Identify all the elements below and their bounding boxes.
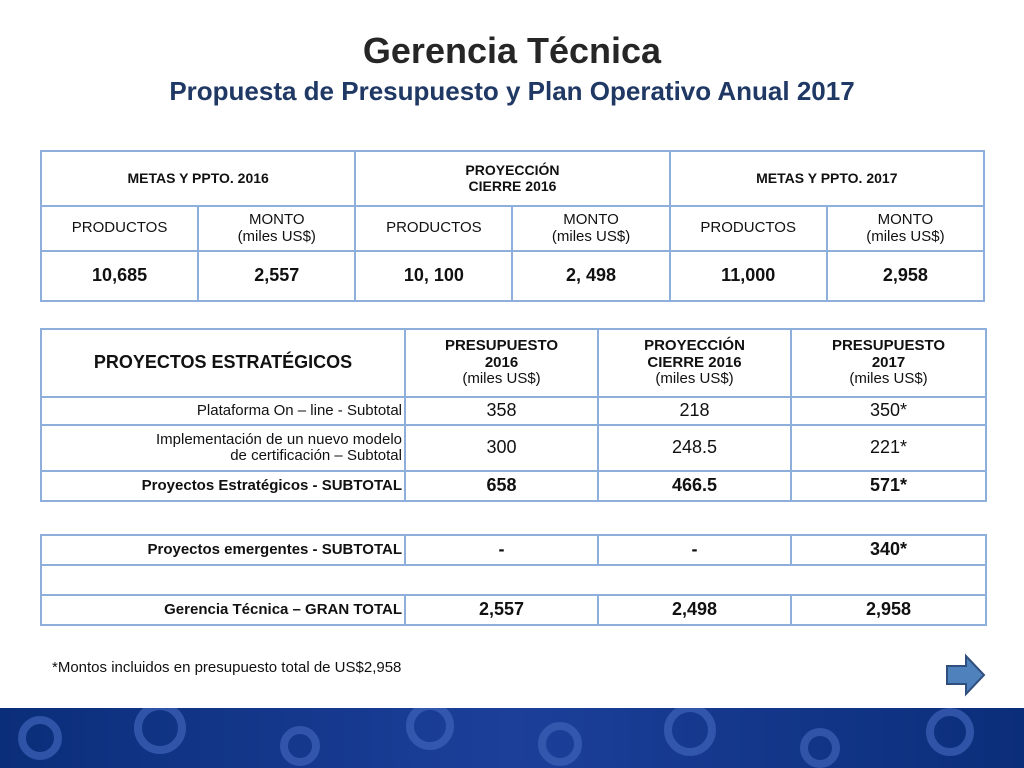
group-header: PROYECCIÓN CIERRE 2016 (354, 150, 671, 207)
cell-line: CIERRE 2016 (647, 353, 742, 371)
group-header: METAS Y PPTO. 2017 (668, 150, 986, 207)
subheader: PRODUCTOS (668, 205, 828, 252)
subheader: MONTO (miles US$) (825, 205, 986, 252)
cell-line: CIERRE 2016 (468, 177, 557, 194)
row-label: Proyectos Estratégicos - SUBTOTAL (40, 470, 406, 502)
value-cell: 2,958 (790, 594, 987, 626)
cell-line: 2017 (871, 353, 906, 371)
cell-line: 2016 (484, 353, 519, 371)
cell-line: (miles US$) (462, 370, 541, 388)
cell-line: Plataforma On – line - Subtotal (196, 401, 402, 419)
value-row: 10,685 2,557 10, 100 2, 498 11,000 2,958 (39, 250, 986, 302)
cell-line: PRESUPUESTO (444, 337, 559, 355)
title: Gerencia Técnica (362, 30, 662, 71)
cell-line: MONTO (877, 211, 934, 228)
footer-band (0, 708, 1024, 768)
data-row: Plataforma On – line - Subtotal 358 218 350… (40, 396, 987, 426)
footnote: *Montos incluidos en presupuesto total d… (52, 659, 402, 676)
arrow-shape[interactable] (946, 653, 986, 697)
value-cell: 466.5 (597, 470, 792, 502)
value-cell: 2,557 (197, 250, 357, 302)
table-2016-2017: METAS Y PPTO. 2016 PROYECCIÓN CIERRE 2016 M… (39, 150, 986, 302)
subtitle: Propuesta de Presupuesto y Plan Operativ… (169, 76, 855, 106)
data-row: Proyectos Estratégicos - SUBTOTAL 658 466.… (40, 470, 987, 502)
data-row: Implementación de un nuevo modelo de cert… (40, 424, 987, 472)
value-cell: 658 (404, 470, 599, 502)
cell-line: METAS Y PPTO. 2016 (127, 169, 269, 186)
header-row: PROYECTOS ESTRATÉGICOS PRESUPUESTO 2016 (mi… (40, 328, 987, 398)
row-label: Proyectos emergentes - SUBTOTAL (40, 534, 406, 566)
value-cell: 10,685 (39, 250, 200, 302)
subheader: PRODUCTOS (39, 205, 200, 252)
cell-line: PROYECCIÓN (465, 162, 560, 179)
value-cell: 2,557 (404, 594, 599, 626)
subheader: MONTO (miles US$) (511, 205, 671, 252)
next-arrow[interactable] (944, 653, 988, 697)
cell-line: (miles US$) (551, 227, 631, 245)
subheader-row: PRODUCTOS MONTO (miles US$) PRODUCTOS MONTO(… (39, 205, 986, 252)
cell-line: Implementación de un nuevo modelo (156, 430, 402, 448)
empty-cell (40, 564, 987, 596)
table-projects: PROYECTOS ESTRATÉGICOS PRESUPUESTO 2016 (mi… (40, 328, 987, 502)
value-cell: 11,000 (668, 250, 828, 302)
cell-line: PRODUCTOS (386, 219, 482, 237)
value-cell: 221* (790, 424, 987, 472)
subheader: PRODUCTOS (354, 205, 514, 252)
column-header: PRESUPUESTO 2017 (miles US$) (790, 328, 987, 398)
cell-line: (miles US$) (655, 370, 734, 388)
value-cell: 248.5 (597, 424, 792, 472)
value-cell: 2, 498 (511, 250, 671, 302)
row-label: Implementación de un nuevo modelo de cert… (40, 424, 406, 472)
value-cell: 340* (790, 534, 987, 566)
cell-line: (miles US$) (849, 370, 928, 388)
cell-line: MONTO (563, 211, 619, 228)
column-header: PRESUPUESTO 2016 (miles US$) (404, 328, 599, 398)
cell-line: METAS Y PPTO. 2017 (756, 169, 898, 186)
total-row: Gerencia Técnica – GRAN TOTAL 2,557 2,498 2… (40, 594, 987, 626)
value-cell: 2,958 (825, 250, 986, 302)
cell-line: (miles US$) (866, 227, 945, 245)
row-label: Gerencia Técnica – GRAN TOTAL (40, 594, 406, 626)
band (0, 708, 1024, 768)
cell-line: PRESUPUESTO (831, 337, 946, 355)
cell-line: PRODUCTOS (700, 219, 796, 237)
value-cell: 350* (790, 396, 987, 426)
subheader: MONTO (miles US$) (197, 205, 357, 252)
column-header: PROYECCIÓN CIERRE 2016 (miles US$) (597, 328, 792, 398)
cell-line: de certificación – Subtotal (230, 447, 402, 464)
value-cell: 10, 100 (354, 250, 514, 302)
value-cell: - (597, 534, 792, 566)
value-cell: 2,498 (597, 594, 792, 626)
table-title: PROYECTOS ESTRATÉGICOS (40, 328, 406, 398)
value-cell: 358 (404, 396, 599, 426)
value-cell: 218 (597, 396, 792, 426)
cell-line: (miles US$) (237, 227, 316, 245)
table-totals: Proyectos emergentes - SUBTOTAL - -340* Ger… (40, 534, 987, 626)
group-header: METAS Y PPTO. 2016 (39, 150, 357, 207)
value-cell: - (404, 534, 599, 566)
empty-row (40, 564, 987, 596)
total-row: Proyectos emergentes - SUBTOTAL - -340* (40, 534, 987, 566)
row-label: Plataforma On – line - Subtotal (40, 396, 406, 426)
header-row: METAS Y PPTO. 2016 PROYECCIÓN CIERRE 2016 M… (39, 150, 986, 207)
cell-line: PRODUCTOS (71, 219, 168, 237)
value-cell: 300 (404, 424, 599, 472)
cell-line: PROYECCIÓN (644, 337, 745, 355)
cell-line: MONTO (248, 211, 305, 228)
value-cell: 571* (790, 470, 987, 502)
cell-line: Proyectos Estratégicos - SUBTOTAL (141, 476, 402, 494)
